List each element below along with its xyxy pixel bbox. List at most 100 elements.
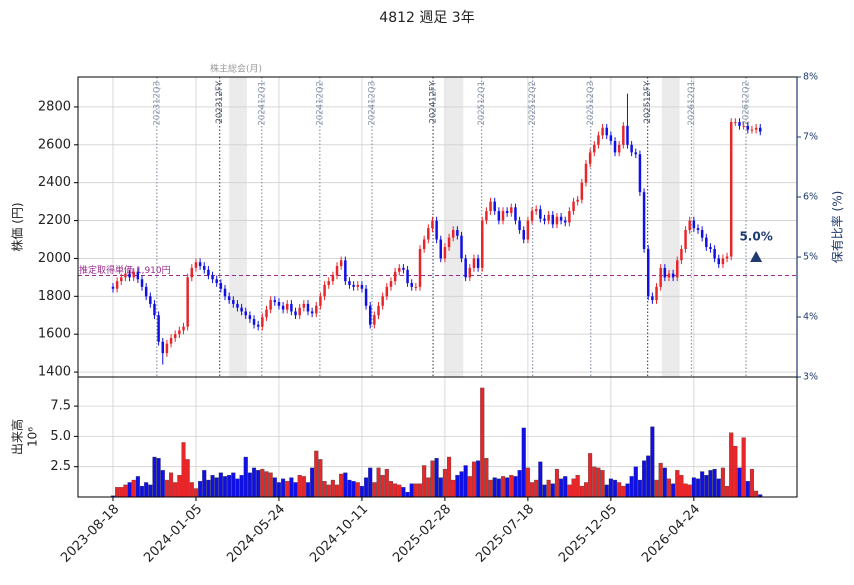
volume-bar bbox=[451, 479, 456, 498]
candle-body bbox=[451, 230, 455, 238]
candle-body bbox=[651, 296, 654, 301]
candle-body bbox=[617, 144, 621, 153]
volume-bar bbox=[330, 479, 335, 498]
volume-bar bbox=[617, 482, 622, 498]
candle-body bbox=[294, 311, 297, 316]
candle-body bbox=[418, 248, 422, 287]
volume-bar bbox=[189, 482, 194, 498]
volume-bar bbox=[708, 470, 713, 498]
event-label: 202412Q2 bbox=[315, 81, 325, 126]
y2-tick-label: 8% bbox=[803, 72, 818, 83]
y-tick-label: 2200 bbox=[38, 213, 71, 228]
candle-body bbox=[734, 122, 737, 124]
candle-body bbox=[597, 135, 600, 145]
candle-body bbox=[700, 230, 704, 238]
meeting-span bbox=[661, 77, 680, 377]
candle-body bbox=[431, 220, 434, 229]
y-tick-label: 2600 bbox=[38, 137, 71, 152]
volume-bar bbox=[716, 478, 721, 498]
candle-body bbox=[497, 211, 501, 221]
volume-bar bbox=[488, 479, 493, 498]
volume-bar bbox=[293, 482, 298, 498]
volume-bar bbox=[206, 479, 211, 498]
volume-bar bbox=[218, 472, 223, 498]
candle-body bbox=[149, 296, 152, 304]
volume-bar bbox=[401, 487, 406, 498]
volume-bar bbox=[193, 488, 198, 498]
candle-body bbox=[754, 127, 758, 130]
volume-bar bbox=[496, 478, 501, 498]
volume-bar bbox=[509, 475, 514, 498]
candle-body bbox=[534, 209, 538, 212]
event-label: 202512Q2 bbox=[528, 81, 538, 126]
candle-body bbox=[161, 341, 165, 354]
volume-bar bbox=[347, 479, 352, 498]
volume-bar bbox=[384, 468, 389, 498]
candle-body bbox=[580, 182, 584, 200]
candle-body bbox=[696, 228, 700, 231]
event-label: 202412Q3 bbox=[368, 81, 378, 126]
candle-body bbox=[273, 300, 277, 302]
volume-bar bbox=[720, 467, 725, 498]
volume-bar bbox=[260, 468, 265, 498]
y-tick-label: 1600 bbox=[38, 327, 71, 342]
volume-bar bbox=[546, 479, 551, 498]
y-axis-label: 株価 (円) bbox=[10, 202, 25, 251]
candle-body bbox=[510, 207, 513, 213]
volume-bar bbox=[563, 476, 568, 498]
candle-body bbox=[584, 163, 588, 183]
volume-bar bbox=[712, 468, 717, 498]
volume-bar bbox=[322, 481, 327, 498]
candle-body bbox=[402, 267, 405, 270]
candle-body bbox=[207, 269, 210, 276]
y2-tick-label: 7% bbox=[803, 132, 818, 143]
volume-bar bbox=[160, 470, 165, 498]
volume-bar bbox=[393, 483, 398, 498]
candle-body bbox=[232, 300, 235, 304]
volume-bar bbox=[729, 432, 734, 498]
volume-bar bbox=[305, 482, 311, 498]
volume-bar bbox=[550, 483, 555, 498]
candle-body bbox=[215, 279, 218, 284]
volume-bar bbox=[405, 492, 410, 498]
volume-bar bbox=[231, 472, 236, 498]
volume-bar bbox=[359, 485, 364, 498]
candle-body bbox=[729, 122, 733, 257]
volume-bar bbox=[583, 482, 588, 498]
candle-body bbox=[713, 248, 716, 259]
volume-bar bbox=[521, 427, 526, 498]
candle-body bbox=[173, 334, 177, 338]
volume-bar bbox=[695, 478, 701, 498]
volume-bar bbox=[227, 475, 232, 498]
candle-body bbox=[547, 214, 550, 221]
volume-bar bbox=[745, 481, 750, 498]
volume-bar bbox=[476, 460, 481, 498]
candle-body bbox=[256, 324, 260, 327]
candle-body bbox=[568, 211, 571, 223]
candle-body bbox=[203, 266, 206, 270]
volume-bar bbox=[297, 475, 302, 498]
candle-body bbox=[447, 237, 451, 248]
volume-bar bbox=[372, 482, 377, 498]
volume-bar bbox=[235, 478, 240, 498]
candle-body bbox=[709, 247, 712, 249]
candle-body bbox=[725, 256, 729, 259]
volume-bar bbox=[571, 478, 576, 498]
volume-bar bbox=[637, 479, 642, 498]
volume-bar bbox=[683, 483, 688, 498]
meeting-span bbox=[229, 77, 247, 377]
volume-bar bbox=[525, 467, 530, 498]
candle-body bbox=[153, 303, 156, 316]
volume-bar bbox=[658, 462, 663, 498]
candle-body bbox=[277, 302, 281, 306]
candle-body bbox=[435, 220, 438, 240]
event-label: 202512Q3 bbox=[586, 81, 596, 126]
volume-bar bbox=[343, 472, 348, 498]
volume-bar bbox=[409, 483, 414, 498]
y-tick-label: 1400 bbox=[38, 365, 71, 380]
candle-body bbox=[136, 271, 140, 280]
candle-body bbox=[576, 199, 579, 202]
candle-body bbox=[638, 154, 642, 193]
volume-bar bbox=[239, 475, 244, 498]
volume-bar bbox=[484, 458, 489, 498]
